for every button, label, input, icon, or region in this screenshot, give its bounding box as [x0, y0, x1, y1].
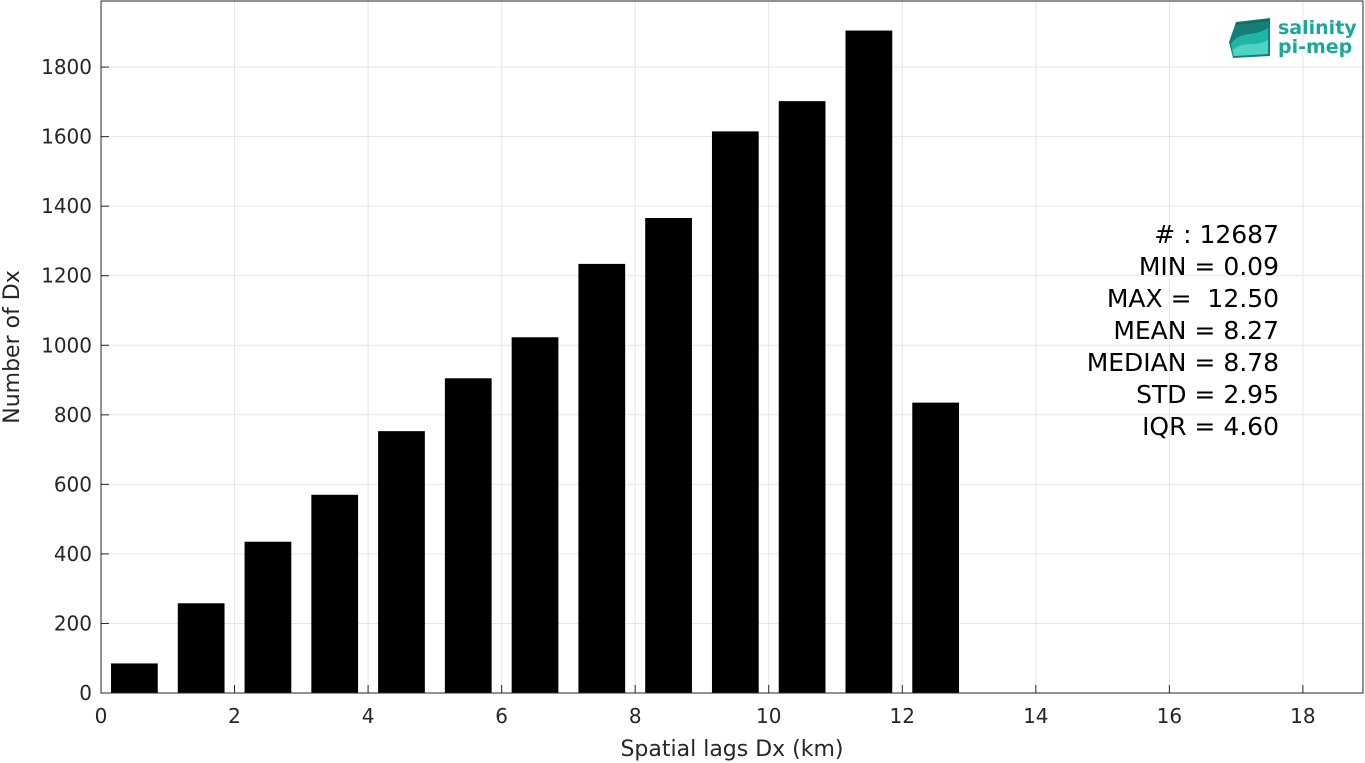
salinity-pi-mep-logo: salinity pi-mep [1229, 17, 1357, 58]
stats-line: MIN = 0.09 [1139, 252, 1279, 281]
stats-line: MAX = 12.50 [1107, 284, 1279, 313]
bar [444, 378, 492, 693]
bar [912, 402, 960, 693]
bar [578, 263, 626, 693]
stats-line: # : 12687 [1154, 220, 1279, 249]
axis-ticks: 0 2 4 6 8 10 12 14 16 18 0 200 400 600 800 1000 1200 1400… [41, 55, 1316, 728]
x-tick-label: 16 [1157, 704, 1182, 728]
bar [645, 217, 692, 693]
x-tick-label: 10 [756, 704, 781, 728]
x-tick-label: 14 [1023, 704, 1048, 728]
x-axis-label: Spatial lags Dx (km) [620, 737, 843, 762]
x-tick-label: 18 [1290, 704, 1315, 728]
stats-line: IQR = 4.60 [1142, 412, 1279, 441]
stats-line: STD = 2.95 [1136, 380, 1279, 409]
y-tick-label: 800 [54, 403, 92, 427]
bar [311, 494, 359, 693]
x-tick-label: 2 [228, 704, 241, 728]
bar [711, 131, 759, 694]
bar [511, 337, 559, 693]
bar [778, 101, 826, 693]
x-tick-label: 4 [362, 704, 375, 728]
y-tick-label: 1000 [41, 333, 92, 357]
x-tick-label: 0 [95, 704, 108, 728]
stats-line: MEDIAN = 8.78 [1087, 348, 1279, 377]
bar [244, 541, 292, 693]
bars [111, 30, 960, 694]
stats-line: MEAN = 8.27 [1113, 316, 1279, 345]
bar [845, 30, 893, 693]
logo-text-line2: pi-mep [1278, 36, 1352, 58]
y-tick-label: 400 [54, 542, 92, 566]
y-axis-label: Number of Dx [0, 270, 25, 424]
logo-emblem-icon [1229, 18, 1271, 58]
bar [378, 431, 425, 693]
y-tick-label: 1400 [41, 194, 92, 218]
x-tick-label: 12 [890, 704, 915, 728]
y-tick-label: 200 [54, 611, 92, 635]
bar [177, 603, 225, 693]
y-tick-label: 1200 [41, 264, 92, 288]
x-tick-label: 8 [629, 704, 642, 728]
y-tick-label: 600 [54, 472, 92, 496]
y-tick-label: 0 [79, 681, 92, 705]
stats-annotation: # : 12687 MIN = 0.09 MAX = 12.50 MEAN = 8.2… [1087, 220, 1279, 441]
logo-text-line1: salinity [1278, 17, 1357, 39]
bar [111, 663, 158, 693]
y-tick-label: 1600 [41, 125, 92, 149]
y-tick-label: 1800 [41, 55, 92, 79]
x-tick-label: 6 [495, 704, 508, 728]
axes-box [100, 0, 1364, 694]
